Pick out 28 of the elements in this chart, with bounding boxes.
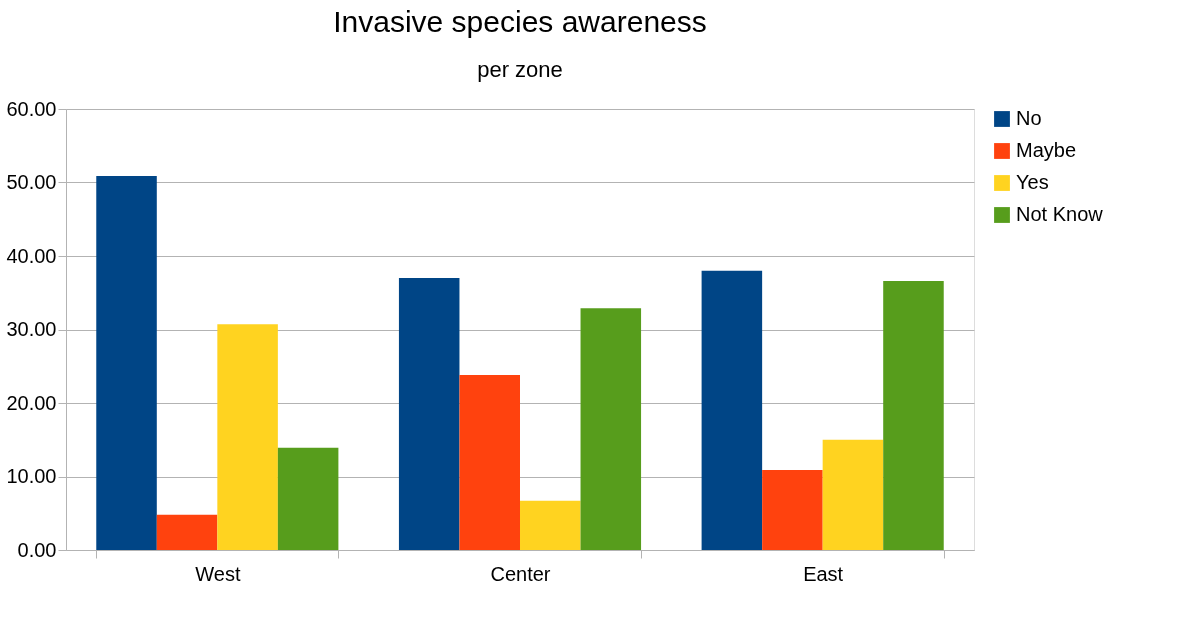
y-tick-label: 20.00 xyxy=(6,391,57,414)
bar xyxy=(701,270,763,550)
legend-label: Yes xyxy=(1016,171,1049,193)
bar xyxy=(277,447,339,550)
bar xyxy=(762,469,823,550)
y-tick-label: 30.00 xyxy=(6,318,57,340)
bar xyxy=(398,278,460,550)
bar xyxy=(580,308,642,550)
legend-label: No xyxy=(1016,107,1042,129)
legend-label: Maybe xyxy=(1016,139,1077,161)
x-tick-label: West xyxy=(195,562,241,585)
chart-title: Invasive species awareness xyxy=(333,5,707,38)
y-tick-label: 50.00 xyxy=(6,171,57,193)
y-tick-label: 0.00 xyxy=(17,538,57,561)
bar xyxy=(156,514,218,550)
bar xyxy=(883,280,944,550)
bar xyxy=(459,375,520,550)
bar xyxy=(96,175,157,550)
bar xyxy=(822,439,884,550)
legend-label: Not Know xyxy=(1016,203,1104,225)
y-tick-label: 60.00 xyxy=(6,97,57,120)
bar xyxy=(520,500,581,550)
y-tick-label: 40.00 xyxy=(6,244,57,267)
chart-subtitle: per zone xyxy=(477,57,563,82)
x-tick-label: East xyxy=(803,562,844,585)
x-tick-label: Center xyxy=(490,562,551,585)
y-tick-label: 10.00 xyxy=(6,465,57,487)
bar xyxy=(217,324,278,550)
